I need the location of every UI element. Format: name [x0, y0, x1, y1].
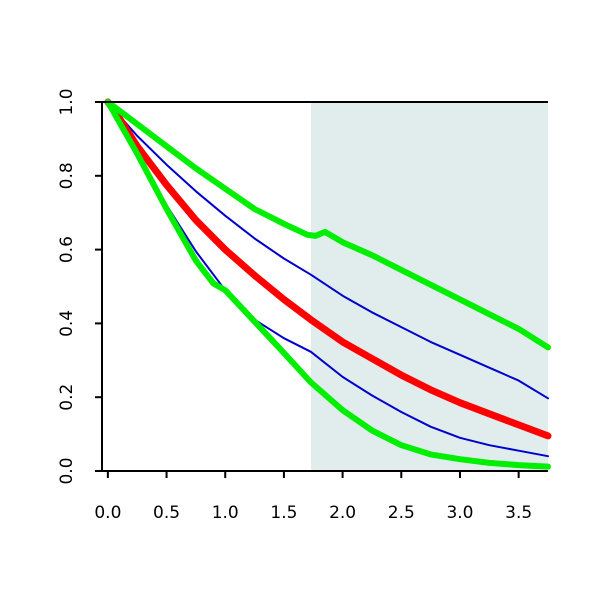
y-tick-label: 0.4: [57, 310, 77, 337]
y-tick-label: 1.0: [57, 88, 77, 115]
x-tick-label: 0.0: [94, 503, 121, 523]
series-line-0: [106, 101, 549, 400]
series-line-2: [104, 98, 552, 440]
y-tick-label: 0.6: [57, 236, 77, 263]
axes-layer: 0.0 0.5 1.0 1.5 2.0 2.5 3.0 3.5 0.0 0.2 0.4 0.6 0.8 1…: [57, 88, 548, 523]
x-tick-label: 3.0: [446, 503, 473, 523]
x-tick-label: 1.5: [270, 503, 297, 523]
x-tick-label: 2.0: [329, 503, 356, 523]
x-tick-label: 2.5: [388, 503, 415, 523]
series-line-3: [104, 99, 551, 351]
y-tick-label: 0.2: [57, 384, 77, 411]
series-layer: [104, 98, 552, 470]
x-tick-label: 0.5: [153, 503, 180, 523]
x-tick-label: 3.5: [505, 503, 532, 523]
y-tick-label: 0.0: [57, 457, 77, 484]
series-line-4: [104, 99, 551, 470]
x-tick-label: 1.0: [212, 503, 239, 523]
y-tick-label: 0.8: [57, 162, 77, 189]
